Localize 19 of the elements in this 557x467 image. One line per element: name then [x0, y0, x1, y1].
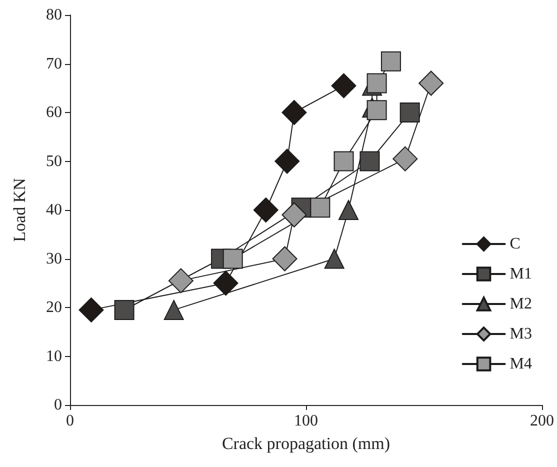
y-tick-label: 80: [46, 6, 62, 24]
y-tick-label: 30: [46, 250, 62, 268]
x-axis-title: Crack propagation (mm): [222, 434, 390, 453]
legend-label: M2: [510, 296, 532, 312]
y-tick-label: 20: [46, 299, 62, 316]
legend-label: M4: [510, 356, 532, 372]
legend-label: C: [510, 236, 520, 252]
y-tick-label: 60: [46, 104, 62, 121]
y-tick-label: 50: [46, 152, 62, 170]
y-tick-label: 70: [46, 55, 62, 72]
x-tick-label: 0: [66, 412, 74, 430]
legend-label: M3: [510, 326, 532, 342]
legend-label: M1: [510, 266, 532, 282]
y-axis-title: Load KN: [10, 178, 29, 242]
x-tick-label: 100: [294, 412, 318, 430]
y-tick-label: 0: [54, 396, 62, 414]
y-tick-label: 40: [46, 202, 62, 218]
y-tick-label: 10: [46, 348, 62, 365]
x-tick-label: 200: [530, 412, 554, 430]
